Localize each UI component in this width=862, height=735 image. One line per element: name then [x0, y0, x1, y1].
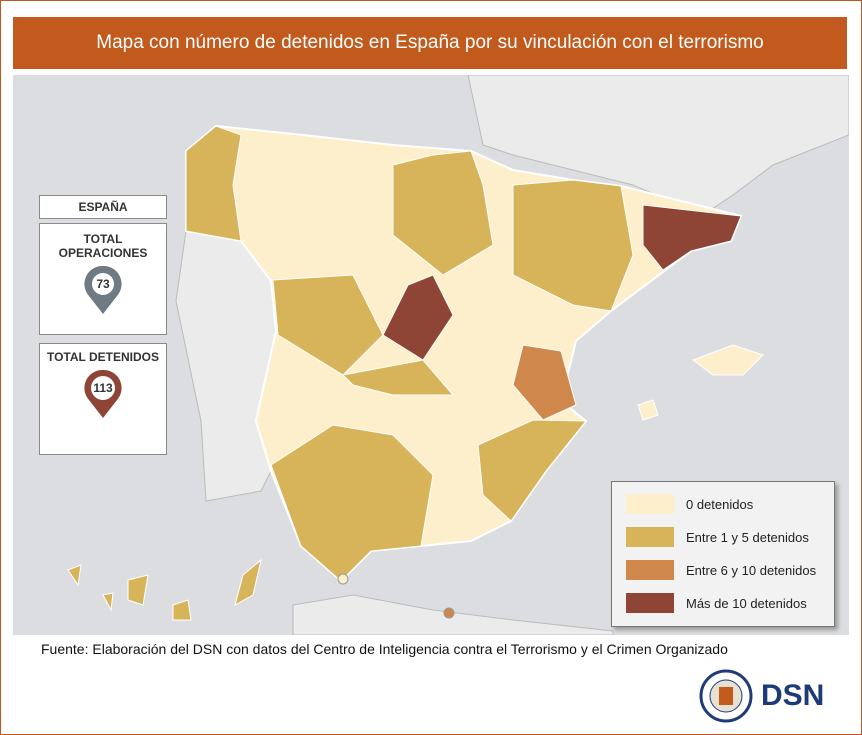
legend-swatch: [626, 560, 674, 580]
legend-item: Entre 1 y 5 detenidos: [626, 527, 809, 547]
legend-label: Entre 1 y 5 detenidos: [686, 529, 809, 545]
province: [392, 150, 494, 276]
operations-panel: TOTAL OPERACIONES 73: [39, 223, 167, 335]
legend-swatch: [626, 494, 674, 514]
province: [512, 344, 577, 421]
operations-label: TOTAL OPERACIONES: [58, 232, 148, 260]
pin: 113: [84, 369, 122, 418]
operations-value: 73: [96, 277, 110, 291]
legend-label: Más de 10 detenidos: [686, 595, 807, 611]
source: Fuente: Elaboración del DSN con datos de…: [41, 641, 728, 657]
detainees-value: 113: [93, 381, 113, 395]
title: Mapa con número de detenidos en España p…: [13, 17, 847, 69]
province: [382, 274, 454, 361]
country-label: ESPAÑA: [39, 195, 167, 219]
melilla: [443, 607, 455, 619]
province: [341, 359, 455, 396]
detainees-panel: TOTAL DETENIDOS 113: [39, 343, 167, 455]
legend-swatch: [626, 593, 674, 613]
ceuta: [337, 573, 349, 585]
legend-swatch: [626, 527, 674, 547]
balearic-islands: [691, 344, 764, 376]
pin: 73: [84, 265, 122, 314]
province: [642, 204, 742, 271]
legend: 0 detenidos Entre 1 y 5 detenidos Entre 6 …: [611, 481, 835, 627]
legend-label: Entre 6 y 10 detenidos: [686, 562, 817, 578]
emblem: [699, 669, 753, 723]
logo-text: DSN: [761, 679, 825, 712]
map: [13, 75, 849, 635]
legend-item: 0 detenidos: [626, 494, 753, 514]
legend-item: Más de 10 detenidos: [626, 593, 807, 613]
canary-islands: [67, 558, 262, 621]
province: [272, 274, 384, 376]
province: [512, 179, 634, 312]
legend-label: 0 detenidos: [686, 496, 754, 512]
legend-item: Entre 6 y 10 detenidos: [626, 560, 816, 580]
province: [270, 424, 434, 582]
detainees-label: TOTAL DETENIDOS: [46, 350, 159, 364]
province: [185, 125, 242, 242]
logo: DSN: [699, 669, 824, 723]
province: [477, 419, 588, 522]
balearic-islands: [637, 399, 659, 421]
